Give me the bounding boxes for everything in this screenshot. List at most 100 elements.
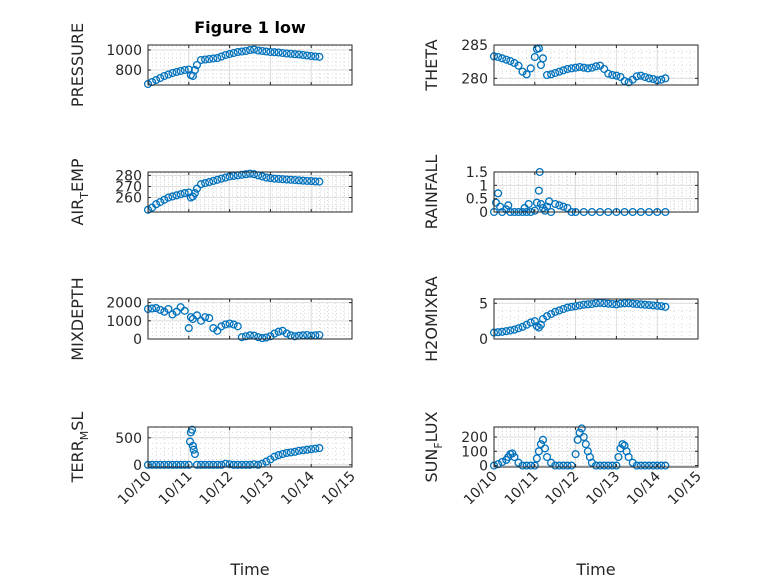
data-point xyxy=(172,191,181,200)
data-point xyxy=(596,461,605,470)
data-point xyxy=(518,322,527,331)
data-point xyxy=(591,461,601,470)
data-point xyxy=(254,333,263,342)
y-tick-label: 0 xyxy=(133,458,142,474)
data-point xyxy=(502,55,511,64)
data-point xyxy=(254,46,263,55)
data-point xyxy=(229,48,238,58)
data-point xyxy=(294,176,304,185)
data-point xyxy=(526,64,535,73)
data-point xyxy=(555,461,564,470)
data-point xyxy=(245,45,255,55)
data-point xyxy=(538,435,548,444)
axes-background xyxy=(493,171,699,213)
data-point xyxy=(237,47,246,56)
y-tick-label: 1000 xyxy=(106,314,142,330)
data-point xyxy=(270,329,279,338)
data-point xyxy=(559,461,568,470)
data-point xyxy=(196,55,206,65)
data-point xyxy=(307,51,316,61)
data-point xyxy=(180,65,189,75)
data-point xyxy=(258,172,267,181)
x-tick-label: 10/11 xyxy=(502,469,542,509)
axes-frame xyxy=(493,298,699,340)
data-point xyxy=(551,461,560,470)
data-point xyxy=(156,305,165,314)
axes-frame xyxy=(493,426,699,468)
data-point xyxy=(649,74,658,84)
data-point xyxy=(530,52,539,62)
data-point xyxy=(237,333,246,342)
y-tick-label: 0.5 xyxy=(466,192,488,208)
data-point xyxy=(217,174,226,183)
data-point xyxy=(518,461,527,470)
y-axis-label: TERRMSL xyxy=(68,412,91,484)
subplot-2: 280 285 THETA xyxy=(422,38,699,92)
data-point xyxy=(498,54,507,63)
data-point xyxy=(258,46,267,56)
data-point xyxy=(563,203,572,213)
data-point xyxy=(530,206,539,215)
data-point xyxy=(278,449,287,459)
data-point xyxy=(612,461,621,470)
data-point xyxy=(649,461,658,470)
x-tick-label: 10/15 xyxy=(319,469,359,509)
data-point xyxy=(164,193,173,202)
data-point xyxy=(278,48,287,58)
data-point xyxy=(571,63,580,72)
y-tick-label: 270 xyxy=(115,179,142,195)
data-point xyxy=(632,299,641,309)
data-point xyxy=(241,170,250,179)
data-point xyxy=(567,302,576,311)
y-axis-label: RAINFALL xyxy=(422,155,441,230)
x-tick-label: 10/13 xyxy=(237,469,277,509)
data-point xyxy=(217,322,226,331)
data-point xyxy=(168,192,177,201)
x-tick-label: 10/11 xyxy=(156,469,196,509)
data-point xyxy=(532,454,541,463)
data-point xyxy=(254,460,263,469)
data-point xyxy=(583,300,592,309)
data-point xyxy=(303,51,312,60)
data-point xyxy=(636,461,645,470)
data-point xyxy=(217,52,226,61)
data-point xyxy=(587,63,596,72)
data-point xyxy=(205,54,214,64)
data-point xyxy=(274,327,283,336)
y-axis-label: THETA xyxy=(422,39,441,91)
data-point xyxy=(661,302,670,311)
data-point xyxy=(600,461,609,470)
x-tick-label: 10/13 xyxy=(583,469,623,509)
data-point xyxy=(636,71,645,80)
data-point xyxy=(579,63,588,72)
data-point xyxy=(494,328,503,337)
data-point xyxy=(518,67,527,76)
axes-background xyxy=(493,426,699,468)
data-point xyxy=(196,180,206,189)
data-point xyxy=(241,46,250,56)
data-point xyxy=(542,70,552,80)
x-tick-label: 10/10 xyxy=(115,469,155,509)
data-point xyxy=(201,179,210,188)
data-point xyxy=(542,202,552,211)
axes-background xyxy=(493,298,699,340)
data-point xyxy=(294,50,304,59)
data-point xyxy=(303,445,312,454)
data-point xyxy=(241,460,250,469)
data-point xyxy=(563,303,572,312)
y-tick-label: 0 xyxy=(133,332,142,348)
data-point xyxy=(524,199,533,209)
y-tick-label: 280 xyxy=(461,71,488,87)
data-point xyxy=(290,332,299,341)
data-point xyxy=(530,317,539,326)
data-point xyxy=(245,460,255,469)
data-point xyxy=(628,299,637,308)
y-tick-label: 100 xyxy=(461,444,488,460)
y-tick-label: 200 xyxy=(461,430,488,446)
data-point xyxy=(225,49,234,59)
data-point xyxy=(644,74,654,83)
data-point xyxy=(591,299,601,308)
data-point xyxy=(555,201,564,210)
data-point xyxy=(184,324,193,333)
